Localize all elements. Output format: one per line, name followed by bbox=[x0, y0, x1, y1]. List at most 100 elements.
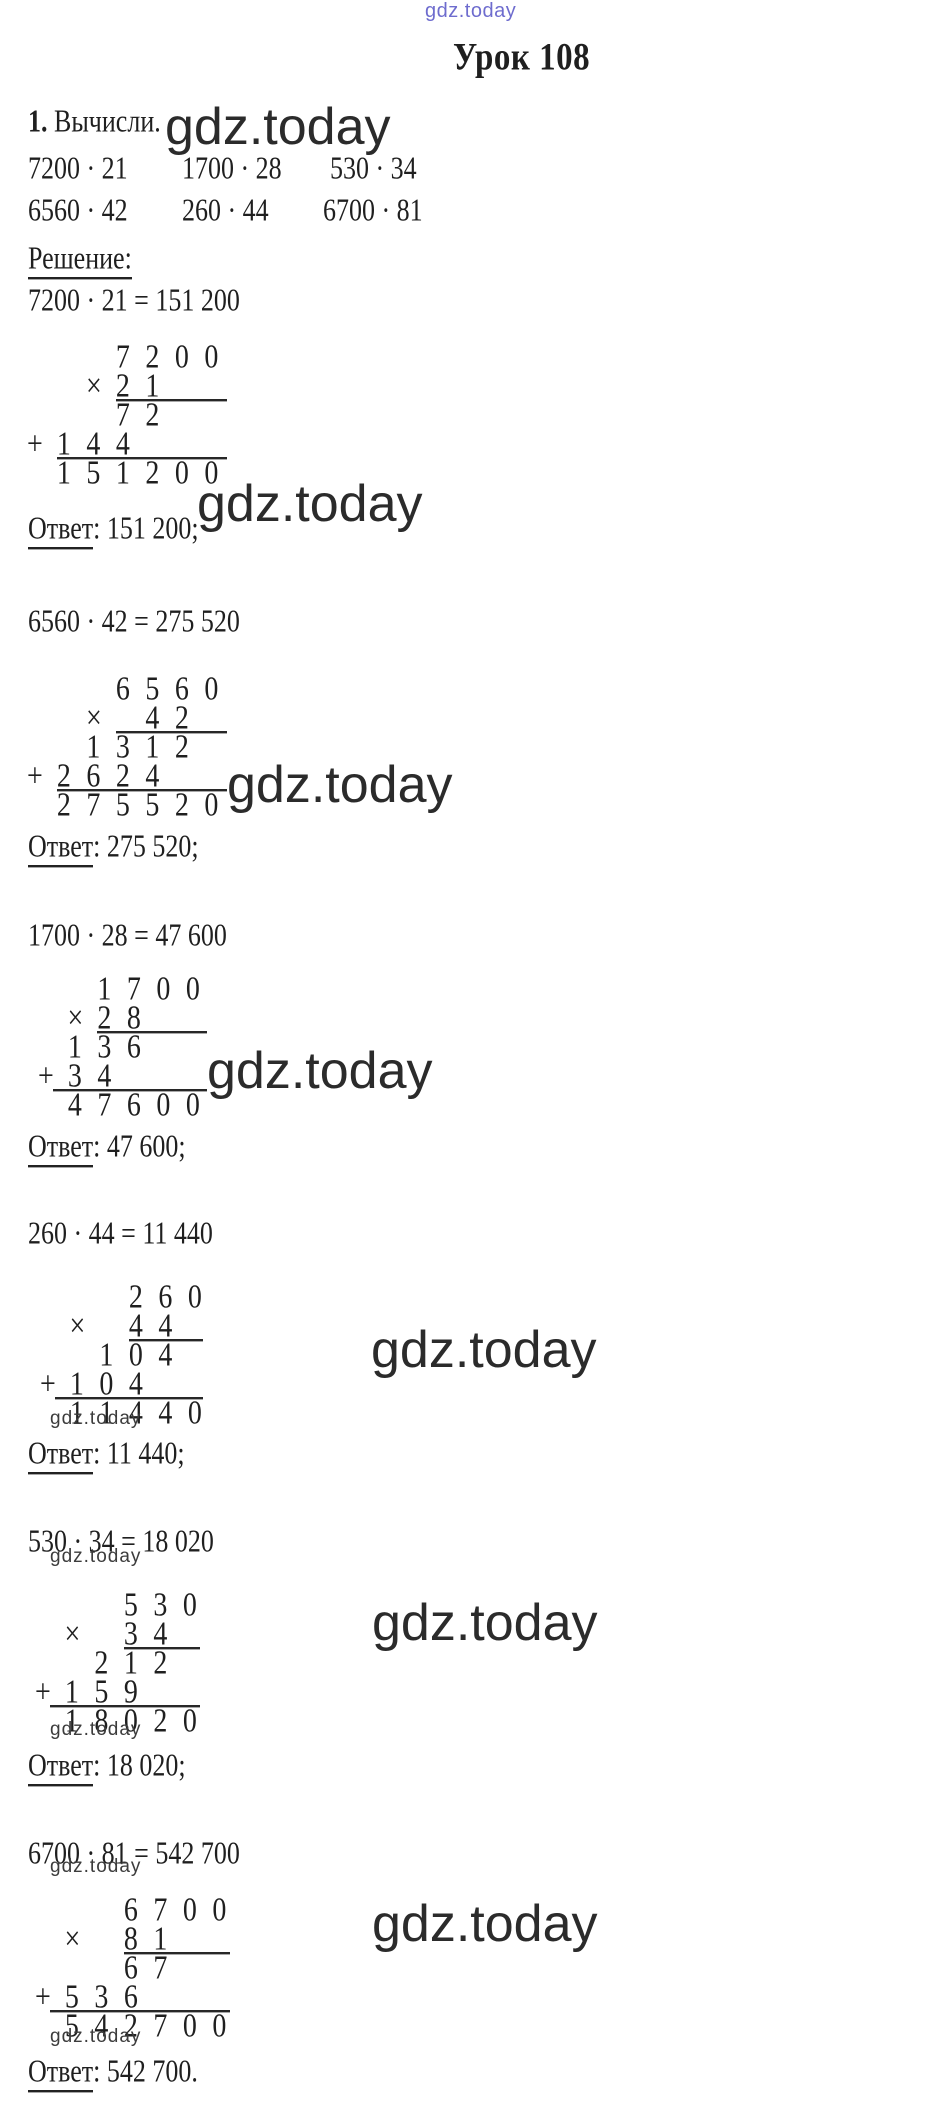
mult-cell: 7 bbox=[126, 970, 141, 1008]
watermark-large: gdz.today bbox=[372, 1895, 598, 1953]
watermark-small: gdz.today bbox=[50, 1546, 142, 1567]
mult-cell: 2 bbox=[97, 999, 112, 1037]
mult-cell: 3 bbox=[94, 1978, 109, 2016]
problem-item: 1700 · 28 bbox=[182, 151, 282, 186]
watermark-small: gdz.today bbox=[50, 2026, 142, 2047]
site-watermark-top: gdz.today bbox=[425, 0, 517, 22]
mult-cell: 3 bbox=[97, 1028, 112, 1066]
multiplication-block: 2 6 0 × 4 4 1 0 4 + 1 0 4 1 1 4 4 0 bbox=[40, 1280, 203, 1431]
watermark-large: gdz.today bbox=[197, 475, 423, 533]
problem-item: 260 · 44 bbox=[182, 193, 269, 228]
mult-cell: 2 bbox=[56, 757, 71, 795]
mult-rule-line bbox=[54, 1397, 203, 1400]
mult-cell: 1 bbox=[99, 1336, 114, 1374]
mult-cell: 2 bbox=[128, 1278, 143, 1316]
mult-cell: 2 bbox=[174, 699, 189, 737]
mult-cell: 3 bbox=[123, 1615, 138, 1653]
mult-cell: 0 bbox=[182, 1586, 197, 1624]
mult-cell: 0 bbox=[182, 1891, 197, 1929]
mult-row: 4 7 6 0 0 bbox=[38, 1088, 207, 1123]
mult-row: + 1 4 4 bbox=[27, 427, 227, 462]
answer-value: : 18 020; bbox=[93, 1748, 186, 1783]
mult-cell: 1 bbox=[67, 1028, 82, 1066]
mult-cell: × bbox=[69, 1307, 86, 1345]
task-label: Вычисли. bbox=[54, 104, 161, 139]
mult-cell: 9 bbox=[123, 1673, 138, 1711]
mult-row: 5 3 0 bbox=[35, 1588, 200, 1623]
watermark-large: gdz.today bbox=[165, 98, 391, 156]
mult-cell: + bbox=[35, 1978, 51, 2016]
answer-label: Ответ bbox=[28, 2054, 94, 2093]
mult-cell: 5 bbox=[64, 1978, 79, 2016]
mult-cell: 2 bbox=[115, 367, 130, 405]
mult-cell: 0 bbox=[187, 1394, 202, 1432]
mult-cell: + bbox=[27, 757, 43, 795]
mult-cell: 0 bbox=[174, 454, 189, 492]
problem-item: 7200 · 21 bbox=[28, 151, 128, 186]
mult-cell: 8 bbox=[94, 1702, 109, 1740]
mult-row: 1 7 0 0 bbox=[38, 972, 207, 1007]
watermark-large: gdz.today bbox=[227, 756, 453, 814]
mult-cell: 4 bbox=[86, 425, 101, 463]
watermark-large: gdz.today bbox=[371, 1321, 597, 1379]
mult-cell: 0 bbox=[204, 670, 219, 708]
mult-row: 2 1 2 bbox=[35, 1646, 200, 1681]
mult-cell: 4 bbox=[145, 757, 160, 795]
mult-row: + 1 5 9 bbox=[35, 1675, 200, 1710]
mult-cell: + bbox=[27, 425, 43, 463]
mult-cell: 4 bbox=[145, 699, 160, 737]
answer-value: : 11 440; bbox=[93, 1436, 185, 1471]
answer-value: : 151 200; bbox=[93, 511, 199, 546]
equation-line: 7200 · 21 = 151 200 bbox=[28, 283, 240, 318]
mult-cell: 6 bbox=[123, 1891, 138, 1929]
watermark-large: gdz.today bbox=[372, 1594, 598, 1652]
watermark-small: gdz.today bbox=[50, 1856, 142, 1877]
answer-label: Ответ bbox=[28, 511, 94, 550]
mult-row: + 3 4 bbox=[38, 1059, 207, 1094]
multiplication-block: 1 7 0 0 × 2 8 1 3 6 + 3 4 4 7 6 0 0 bbox=[38, 972, 207, 1123]
watermark-small: gdz.today bbox=[50, 1719, 142, 1740]
mult-row: 2 6 0 bbox=[40, 1280, 203, 1315]
answer-value: : 47 600; bbox=[93, 1129, 186, 1164]
mult-cell: 0 bbox=[156, 1086, 171, 1124]
mult-row: 6 5 6 0 bbox=[27, 672, 227, 707]
mult-cell: 7 bbox=[153, 1949, 168, 1987]
mult-cell: × bbox=[86, 699, 102, 737]
mult-cell: 0 bbox=[185, 1086, 200, 1124]
mult-row: 6 7 0 0 bbox=[35, 1893, 230, 1928]
mult-row: 1 3 1 2 bbox=[27, 730, 227, 765]
mult-cell: 6 bbox=[86, 757, 101, 795]
mult-cell: 5 bbox=[145, 670, 160, 708]
mult-row: 7 2 bbox=[27, 398, 227, 433]
equation-line: 6560 · 42 = 275 520 bbox=[28, 604, 240, 639]
mult-cell: 0 bbox=[182, 1702, 197, 1740]
mult-cell: 5 bbox=[94, 1673, 109, 1711]
mult-cell: × bbox=[67, 999, 84, 1037]
mult-cell: 1 bbox=[153, 1920, 168, 1958]
mult-row: 5 4 2 7 0 0 bbox=[35, 2009, 230, 2044]
mult-cell: 2 bbox=[153, 1644, 168, 1682]
answer-line: Ответ: 151 200; bbox=[28, 511, 199, 550]
equation-line: 1700 · 28 = 47 600 bbox=[28, 918, 227, 953]
mult-row: 6 7 bbox=[35, 1951, 230, 1986]
mult-cell: 0 bbox=[187, 1278, 202, 1316]
mult-cell: 1 bbox=[115, 454, 130, 492]
mult-cell: 0 bbox=[204, 786, 219, 824]
mult-cell: 4 bbox=[158, 1307, 173, 1345]
mult-cell: × bbox=[86, 367, 102, 405]
mult-cell: 2 bbox=[174, 786, 189, 824]
equation-line: 260 · 44 = 11 440 bbox=[28, 1216, 213, 1251]
problem-item: 6700 · 81 bbox=[323, 193, 423, 228]
mult-row: × 2 8 bbox=[38, 1001, 207, 1036]
mult-cell: 8 bbox=[126, 999, 141, 1037]
mult-row: × 8 1 bbox=[35, 1922, 230, 1957]
multiplication-block: 7 2 0 0 × 2 1 7 2 + 1 4 4 1 5 1 2 0 0 bbox=[27, 340, 227, 491]
mult-cell: 5 bbox=[115, 786, 130, 824]
mult-cell: 2 bbox=[94, 1644, 109, 1682]
mult-cell: 4 bbox=[115, 425, 130, 463]
mult-rule-line bbox=[49, 1705, 200, 1708]
answer-value: : 542 700. bbox=[93, 2054, 198, 2089]
mult-rule-line bbox=[52, 1089, 207, 1092]
mult-cell: 0 bbox=[128, 1336, 143, 1374]
